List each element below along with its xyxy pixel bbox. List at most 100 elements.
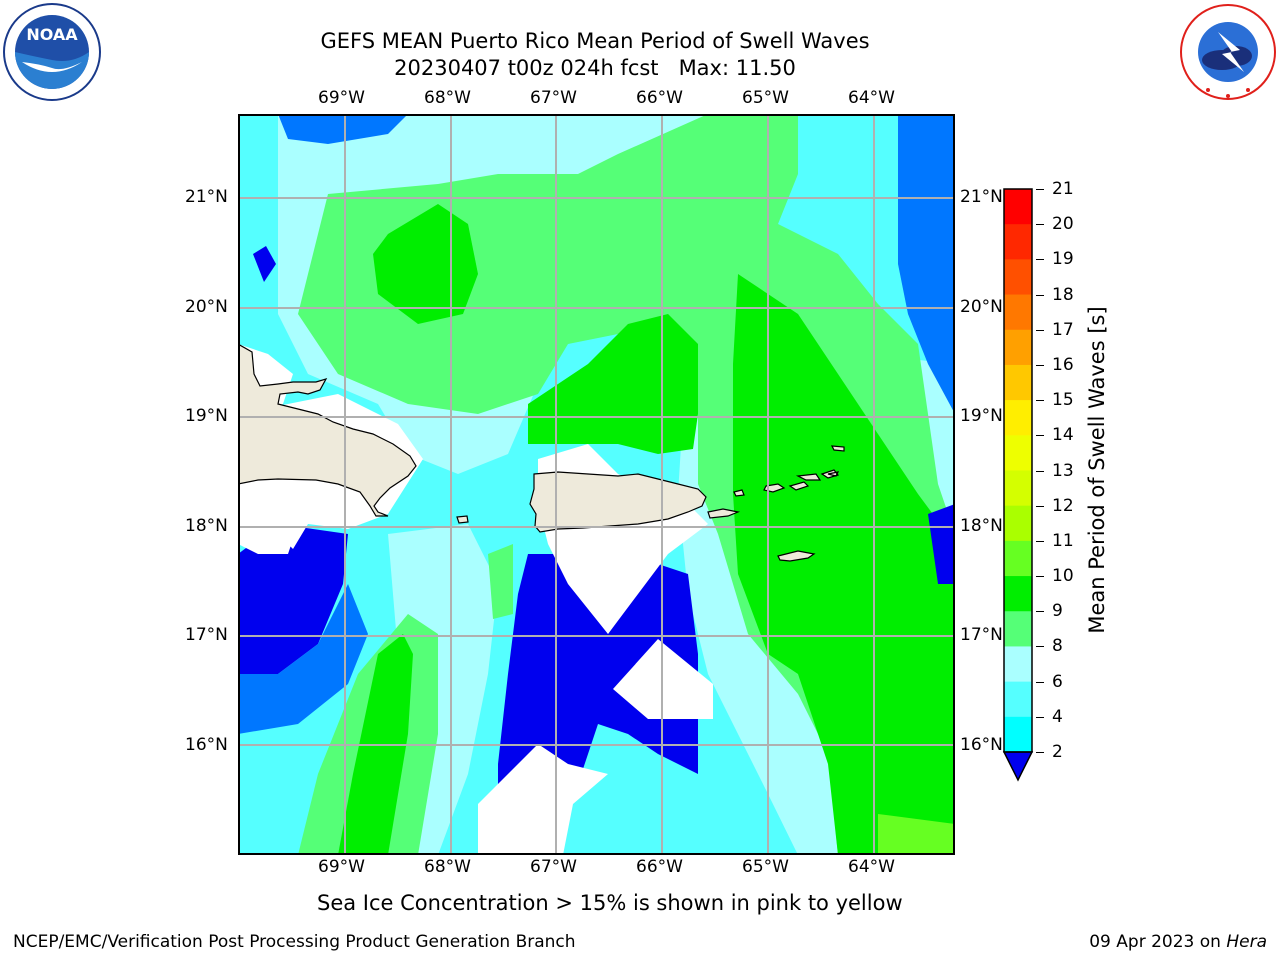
colorbar-tick-label: 10 xyxy=(1052,566,1074,587)
swell-field-2-4 xyxy=(253,246,276,282)
colorbar-segment xyxy=(1004,259,1032,296)
lon-label-bottom: 68°W xyxy=(424,857,471,877)
sea-ice-caption: Sea Ice Concentration > 15% is shown in … xyxy=(317,891,903,915)
colorbar-tick-label: 20 xyxy=(1052,214,1074,235)
swell-field-4-6 xyxy=(898,114,955,414)
noaa-logo: NOAA xyxy=(3,3,101,101)
st-croix-island xyxy=(777,550,816,562)
lat-label-right: 19°N xyxy=(960,406,1003,426)
colorbar-segment xyxy=(1004,224,1032,260)
lon-label-top: 67°W xyxy=(530,88,577,108)
colorbar-tick-label: 8 xyxy=(1052,636,1063,657)
colorbar-segment xyxy=(1004,576,1032,612)
noaa-logo-text: NOAA xyxy=(26,25,78,44)
lat-label-left: 18°N xyxy=(185,516,228,536)
footer-date: 09 Apr 2023 on xyxy=(1089,932,1227,952)
lat-label-right: 16°N xyxy=(960,735,1003,755)
colorbar-segment xyxy=(1004,646,1032,683)
mona-island xyxy=(456,515,469,524)
colorbar-segment xyxy=(1004,364,1032,401)
lon-label-bottom: 66°W xyxy=(636,857,683,877)
lat-label-left: 16°N xyxy=(185,735,228,755)
swell-field-4-6 xyxy=(238,584,368,734)
colorbar-segment xyxy=(1004,294,1032,331)
colorbar-tick-label: 2 xyxy=(1052,742,1063,762)
colorbar-segment xyxy=(1004,505,1032,542)
colorbar-tick-mark xyxy=(1036,716,1044,718)
colorbar-segment xyxy=(1004,435,1032,471)
swell-period-map xyxy=(238,114,955,855)
colorbar-tick-mark xyxy=(1036,224,1044,226)
colorbar-tick-label: 12 xyxy=(1052,495,1074,516)
colorbar-tick-mark xyxy=(1036,259,1044,261)
lat-label-left: 21°N xyxy=(185,187,228,207)
swell-field-4-6 xyxy=(278,114,408,144)
colorbar-segment xyxy=(1004,400,1032,436)
no-data-area xyxy=(478,744,608,855)
colorbar-segment xyxy=(1004,540,1032,577)
colorbar-tick-mark xyxy=(1036,646,1044,648)
swell-field-10-11 xyxy=(733,274,955,855)
lat-label-right: 18°N xyxy=(960,516,1003,536)
colorbar-tick-label: 14 xyxy=(1052,425,1074,446)
colorbar-frame xyxy=(1003,188,1033,753)
colorbar-tick-label: 6 xyxy=(1052,671,1063,692)
colorbar-segment xyxy=(1004,716,1032,753)
colorbar-tick-mark xyxy=(1036,470,1044,472)
colorbar-tick-label: 16 xyxy=(1052,354,1074,375)
lon-label-bottom: 64°W xyxy=(848,857,895,877)
lat-label-left: 20°N xyxy=(185,297,228,317)
colorbar-segment xyxy=(1004,189,1032,225)
colorbar xyxy=(1002,188,1034,782)
colorbar-tick-mark xyxy=(1036,681,1044,683)
colorbar-tick-label: 9 xyxy=(1052,601,1063,622)
chart-title-line2: 20230407 t00z 024h fcst Max: 11.50 xyxy=(394,56,796,80)
hispaniola-landmass xyxy=(238,343,417,517)
colorbar-tick-label: 11 xyxy=(1052,530,1074,551)
lon-label-top: 68°W xyxy=(424,88,471,108)
colorbar-tick-mark xyxy=(1036,611,1044,613)
colorbar-tick-mark xyxy=(1036,400,1044,402)
colorbar-label: Mean Period of Swell Waves [s] xyxy=(1085,306,1109,634)
colorbar-tick-label: 21 xyxy=(1052,179,1074,199)
chart-title-line1: GEFS MEAN Puerto Rico Mean Period of Swe… xyxy=(320,29,870,53)
lat-label-right: 20°N xyxy=(960,297,1003,317)
colorbar-tick-mark xyxy=(1036,540,1044,542)
colorbar-tick-mark xyxy=(1036,189,1044,190)
no-data-area xyxy=(238,494,298,554)
colorbar-tick-label: 19 xyxy=(1052,249,1074,270)
swell-field-11-12 xyxy=(878,814,955,855)
colorbar-tick-mark xyxy=(1036,752,1044,753)
colorbar-tick-label: 15 xyxy=(1052,390,1074,411)
colorbar-tick-mark xyxy=(1036,364,1044,366)
lon-label-bottom: 65°W xyxy=(742,857,789,877)
colorbar-tick-label: 13 xyxy=(1052,460,1074,481)
colorbar-tick-mark xyxy=(1036,435,1044,437)
colorbar-segment xyxy=(1004,329,1032,366)
colorbar-segment xyxy=(1004,681,1032,718)
colorbar-segment xyxy=(1004,470,1032,507)
colorbar-tick-mark xyxy=(1036,294,1044,296)
footer-right: 09 Apr 2023 on Hera xyxy=(1089,932,1267,952)
lat-label-right: 21°N xyxy=(960,187,1003,207)
lat-label-left: 19°N xyxy=(185,406,228,426)
lon-label-top: 65°W xyxy=(742,88,789,108)
lon-label-top: 69°W xyxy=(318,88,365,108)
colorbar-tick-mark xyxy=(1036,329,1044,331)
lon-label-top: 66°W xyxy=(636,88,683,108)
lon-label-top: 64°W xyxy=(848,88,895,108)
colorbar-tick-label: 4 xyxy=(1052,706,1063,727)
lon-label-bottom: 69°W xyxy=(318,857,365,877)
swell-field-9-10 xyxy=(488,544,513,619)
colorbar-segment xyxy=(1004,611,1032,647)
swell-field-2-4 xyxy=(928,504,955,584)
swell-field-10-11 xyxy=(528,314,698,454)
colorbar-tick-label: 18 xyxy=(1052,284,1074,305)
footer-left: NCEP/EMC/Verification Post Processing Pr… xyxy=(13,932,576,952)
colorbar-tick-mark xyxy=(1036,576,1044,578)
footer-machine: Hera xyxy=(1226,932,1267,952)
lon-label-bottom: 67°W xyxy=(530,857,577,877)
colorbar-extend-arrow xyxy=(1002,751,1034,782)
colorbar-tick-label: 17 xyxy=(1052,319,1074,340)
vieques-island xyxy=(707,508,741,519)
